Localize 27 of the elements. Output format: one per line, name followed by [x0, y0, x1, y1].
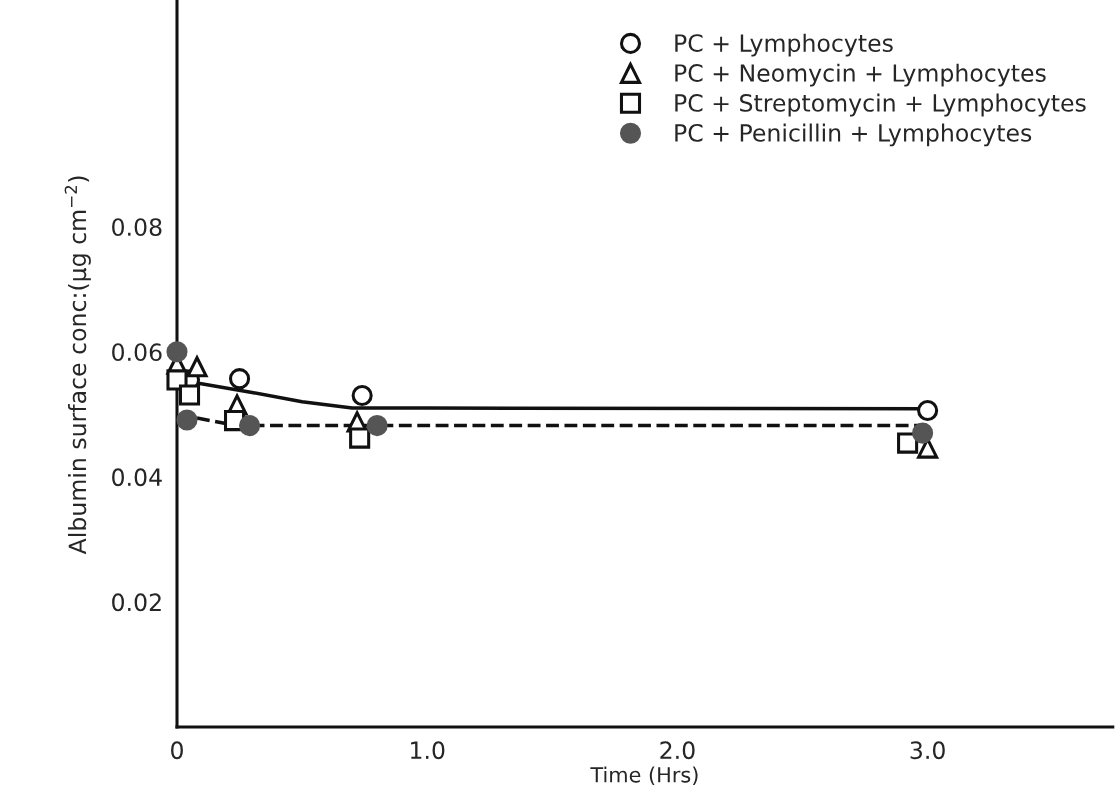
- y-tick-label: 0.04: [112, 468, 162, 487]
- point: [366, 415, 388, 437]
- x-tick-label: 2.0: [660, 741, 695, 760]
- point: [349, 427, 371, 449]
- legend-label: PC + Lymphocytes: [675, 33, 893, 57]
- x-tick-label: 1.0: [411, 741, 445, 760]
- y-tick-label: 0.02: [112, 593, 161, 612]
- point: [912, 422, 934, 444]
- point: [351, 385, 373, 407]
- y-tick-label: 0.06: [112, 343, 162, 362]
- x-tick-label: 0: [171, 741, 183, 760]
- point: [166, 341, 188, 363]
- point: [897, 432, 919, 454]
- point: [166, 369, 188, 391]
- point: [228, 368, 251, 390]
- point: [239, 415, 261, 437]
- legend-label: PC + Neomycin + Lymphocytes: [675, 63, 1046, 87]
- point: [178, 384, 201, 406]
- x-axis-title: Time (Hrs): [590, 766, 698, 786]
- legend-label: PC + Penicillin + Lymphocytes: [675, 123, 1032, 147]
- x-tick-label: 3.0: [910, 741, 945, 760]
- point: [917, 400, 939, 422]
- y-axis-title: Albumin surface conc:(μg cm$^{−2}$): [64, 176, 91, 555]
- y-tick-label: 0.08: [112, 218, 162, 237]
- point: [186, 356, 208, 378]
- point: [176, 409, 198, 431]
- legend-label: PC + Streptomycin + Lymphocytes: [675, 93, 1086, 117]
